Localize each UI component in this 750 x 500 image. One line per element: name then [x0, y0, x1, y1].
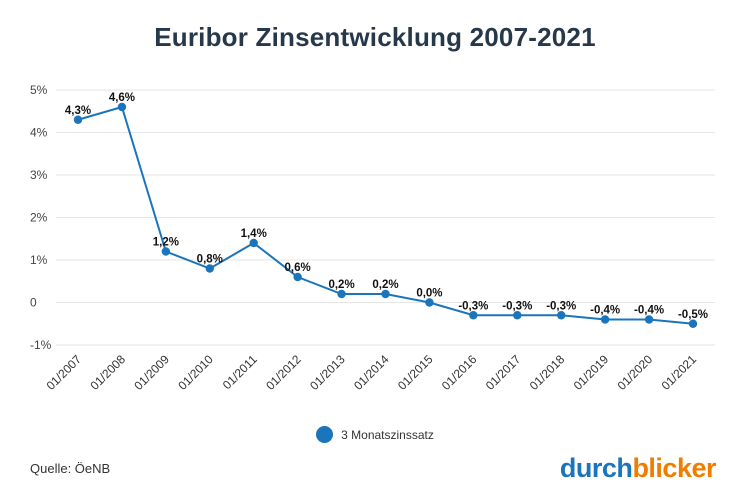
data-point: [600, 315, 610, 324]
x-tick-label: 01/2013: [307, 352, 348, 393]
x-tick-label: 01/2016: [439, 352, 480, 393]
data-point: [688, 319, 698, 328]
legend-label: 3 Monatszinssatz: [341, 427, 434, 442]
logo-part-blicker: blicker: [632, 453, 716, 483]
legend-marker: [316, 426, 334, 443]
data-label: 0,0%: [416, 288, 442, 300]
data-label: -0,3%: [546, 300, 576, 312]
y-tick-label: 0: [30, 296, 37, 310]
data-point: [117, 102, 127, 112]
data-labels: 4,3% 4,6% 1,2% 0,8% 1,4% 0,6% 0,2% 0,2% 0,0% -0,3…: [65, 92, 708, 321]
y-axis-ticks: 5% 4% 3% 2% 1% 0 -1%: [30, 83, 52, 352]
x-tick-label: 01/2018: [527, 352, 568, 393]
data-point: [425, 298, 434, 307]
logo-part-durch: durch: [559, 453, 633, 483]
brand-logo[interactable]: durchblicker: [559, 453, 717, 484]
data-label: 0,2%: [372, 279, 398, 291]
x-tick-label: 01/2021: [659, 352, 700, 393]
data-point: [293, 272, 302, 282]
data-point: [381, 289, 390, 299]
x-tick-label: 01/2008: [87, 352, 128, 393]
x-tick-label: 01/2017: [483, 352, 524, 393]
data-label: -0,3%: [502, 300, 532, 312]
x-tick-label: 01/2015: [395, 352, 436, 393]
y-tick-label: 1%: [30, 253, 48, 267]
data-point: [205, 264, 214, 273]
data-point: [337, 289, 346, 299]
data-point: [644, 315, 654, 324]
data-point: [249, 238, 258, 248]
data-label: 0,2%: [328, 279, 354, 291]
chart-title: Euribor Zinsentwicklung 2007-2021: [154, 22, 596, 52]
grid-lines: [56, 89, 715, 346]
data-label: 0,6%: [285, 262, 311, 274]
x-tick-label: 01/2012: [263, 352, 304, 393]
x-tick-label: 01/2010: [175, 352, 216, 393]
y-tick-label: 5%: [30, 83, 48, 97]
data-point: [73, 115, 83, 124]
data-label: -0,5%: [678, 309, 708, 321]
y-tick-label: 4%: [30, 126, 48, 140]
data-point: [161, 247, 171, 256]
x-tick-label: 01/2007: [44, 352, 85, 393]
data-point: [513, 311, 522, 320]
x-tick-label: 01/2011: [220, 352, 260, 392]
data-label: -0,3%: [458, 300, 488, 312]
x-tick-label: 01/2020: [615, 352, 656, 393]
legend[interactable]: 3 Monatszinssatz: [0, 426, 750, 443]
data-label: -0,4%: [634, 305, 664, 317]
series-3-monatszinssatz: [73, 102, 698, 328]
x-tick-label: 01/2009: [131, 352, 172, 393]
data-label: 1,4%: [241, 228, 267, 240]
data-label: 4,6%: [109, 92, 135, 104]
y-tick-label: 3%: [30, 168, 48, 182]
x-axis-ticks: 01/2007 01/2008 01/2009 01/2010 01/2011 01/20…: [44, 352, 700, 393]
x-tick-label: 01/2014: [351, 352, 392, 393]
data-label: 1,2%: [153, 237, 179, 249]
source-note: Quelle: ÖeNB: [30, 461, 111, 476]
y-tick-label: -1%: [30, 338, 52, 352]
data-point: [469, 311, 478, 320]
data-point: [557, 311, 566, 320]
y-tick-label: 2%: [30, 211, 48, 225]
data-label: 4,3%: [65, 105, 91, 117]
x-tick-label: 01/2019: [571, 352, 612, 393]
data-label: -0,4%: [590, 305, 620, 317]
data-label: 0,8%: [197, 254, 223, 266]
